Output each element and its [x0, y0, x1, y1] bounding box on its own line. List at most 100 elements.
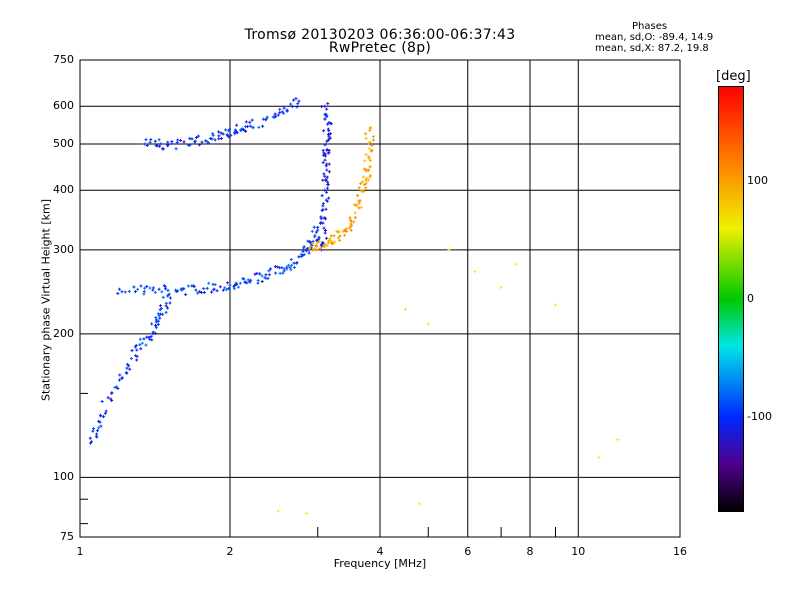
trace-marker [233, 132, 237, 136]
trace-marker [243, 280, 247, 284]
trace-marker [253, 272, 257, 276]
trace-marker [357, 186, 361, 190]
trace-marker [359, 205, 363, 209]
trace-marker [325, 115, 329, 119]
trace-marker [154, 315, 158, 319]
trace-marker [150, 338, 154, 342]
trace-marker [325, 186, 329, 190]
trace-marker [322, 129, 326, 133]
trace-marker [140, 341, 144, 345]
x-tick-label: 8 [526, 545, 534, 558]
trace-marker [207, 281, 211, 285]
trace-marker [130, 349, 134, 353]
trace-marker [221, 132, 225, 136]
trace-marker [157, 314, 161, 318]
trace-marker [157, 287, 161, 291]
trace-marker [321, 204, 325, 208]
trace-marker [158, 304, 162, 308]
trace-marker [136, 287, 140, 291]
trace-marker [312, 247, 316, 251]
trace-marker [235, 123, 239, 127]
trace-marker [226, 281, 230, 285]
trace-marker [128, 367, 132, 371]
trace-marker [261, 124, 265, 128]
trace-marker [357, 199, 361, 203]
trace-marker [224, 128, 228, 132]
trace-marker [206, 141, 210, 145]
x-tick-label: 1 [76, 545, 84, 558]
trace-marker [221, 288, 225, 292]
trace-marker [109, 397, 113, 401]
trace-marker [355, 194, 359, 198]
trace-marker [144, 138, 148, 142]
trace-marker [288, 266, 292, 270]
trace-marker [145, 143, 149, 147]
trace-marker [246, 125, 250, 129]
trace-marker [345, 227, 349, 231]
trace-marker [92, 427, 96, 431]
trace-marker [179, 139, 183, 143]
x-tick-label: 10 [571, 545, 586, 558]
trace-marker [324, 179, 328, 183]
trace-marker [308, 247, 312, 251]
trace-marker [290, 263, 294, 267]
trace-marker [144, 343, 148, 347]
colorbar [718, 86, 744, 512]
trace-marker [200, 140, 204, 144]
trace-marker [120, 376, 124, 380]
trace-marker [273, 112, 277, 116]
trace-marker [125, 371, 129, 375]
trace-marker [158, 144, 162, 148]
trace-marker [344, 229, 348, 233]
trace-marker [138, 343, 142, 347]
trace-marker [316, 225, 320, 229]
trace-marker [325, 175, 329, 179]
trace-marker [274, 114, 278, 118]
trace-marker [362, 167, 366, 171]
trace-marker [168, 301, 172, 305]
trace-marker [324, 207, 328, 211]
trace-marker [299, 252, 303, 256]
trace-marker [343, 233, 347, 237]
trace-marker [368, 165, 372, 169]
trace-marker [364, 153, 368, 157]
trace-marker [364, 136, 368, 140]
trace-marker [363, 159, 367, 163]
colorbar-tick-label: -100 [747, 409, 772, 423]
trace-marker [250, 118, 254, 122]
trace-marker [322, 226, 326, 230]
trace-marker [242, 128, 246, 132]
trace-marker [174, 147, 178, 151]
trace-marker [218, 285, 222, 289]
trace-marker [97, 426, 101, 430]
trace-marker [327, 137, 331, 141]
trace-marker [323, 113, 327, 117]
trace-marker [278, 111, 282, 115]
trace-marker [338, 238, 342, 242]
y-tick-label: 400 [53, 183, 74, 197]
trace-marker [368, 140, 372, 144]
trace-marker [323, 231, 327, 235]
trace-marker [157, 319, 161, 323]
trace-marker [133, 354, 137, 358]
trace-marker [315, 248, 319, 252]
trace-marker [153, 331, 157, 335]
trace-marker [143, 286, 147, 290]
trace-marker [132, 285, 136, 289]
trace-marker [315, 241, 319, 245]
chart-title: Tromsø 20130203 06:36:00-06:37:43 [244, 27, 516, 43]
trace-marker [330, 241, 334, 245]
trace-marker [287, 263, 291, 267]
trace-marker [184, 293, 188, 297]
trace-marker [255, 271, 259, 275]
trace-marker [257, 125, 261, 129]
trace-marker [248, 120, 252, 124]
trace-marker [364, 181, 368, 185]
trace-marker [368, 173, 372, 177]
y-axis-label: Stationary phase Virtual Height [km] [39, 198, 53, 402]
trace-marker [307, 251, 311, 255]
trace-marker [311, 248, 315, 252]
trace-marker [282, 267, 286, 271]
trace-marker [327, 121, 331, 125]
trace-marker [175, 141, 179, 145]
